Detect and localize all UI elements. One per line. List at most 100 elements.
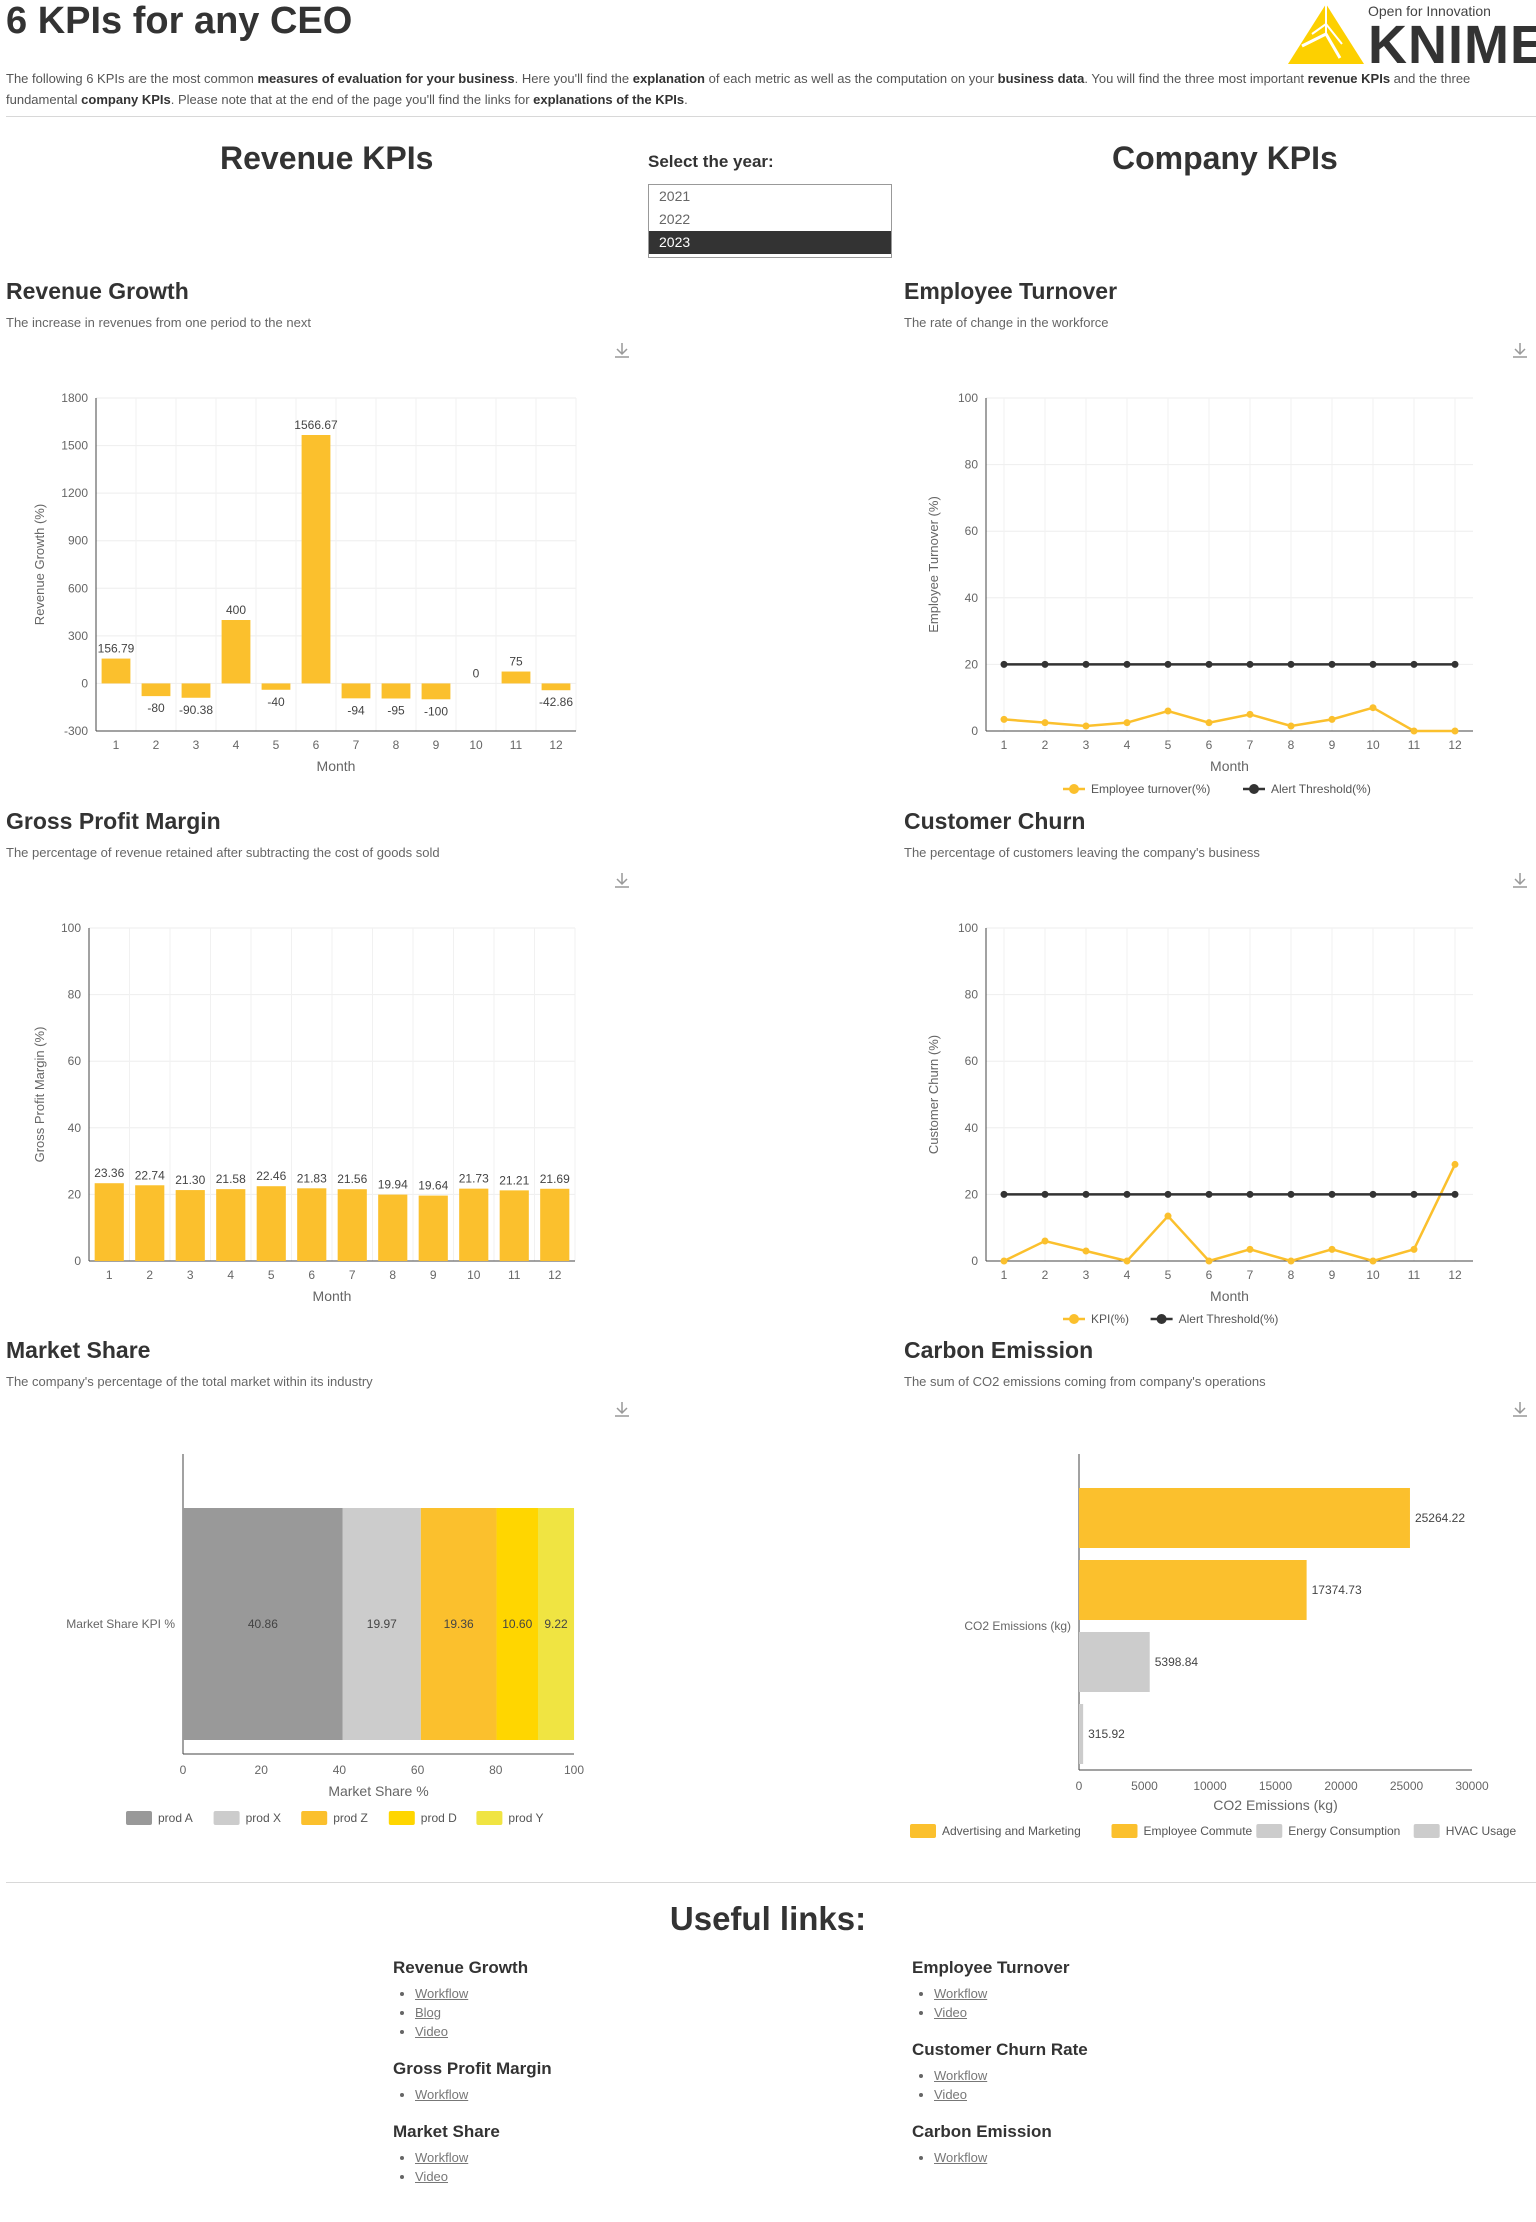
x-tick-label: 10 xyxy=(469,738,483,752)
data-point xyxy=(1164,660,1172,668)
x-tick-label: 2 xyxy=(1042,738,1049,752)
employee-turnover-title: Employee Turnover xyxy=(904,278,1118,304)
links-column-right: Employee TurnoverWorkflowVideoCustomer C… xyxy=(912,1958,1232,2185)
y-tick-label: 100 xyxy=(61,921,81,935)
x-tick-label: 1 xyxy=(106,1268,113,1282)
download-icon[interactable] xyxy=(1510,340,1530,360)
data-point xyxy=(1410,660,1418,668)
link-workflow[interactable]: Workflow xyxy=(934,2150,988,2165)
market-share-chart: 40.86 19.97 19.36 10.60 9.22 Market Share KPI… xyxy=(66,1454,584,1825)
data-point xyxy=(1246,660,1254,668)
download-icon[interactable] xyxy=(612,1399,632,1419)
data-point xyxy=(1287,1257,1295,1265)
x-tick-label: 11 xyxy=(1408,738,1421,752)
stacked-segment xyxy=(342,1508,421,1740)
link-video[interactable]: Video xyxy=(934,2005,968,2020)
y-tick-label: 60 xyxy=(68,1054,82,1068)
legend-label: prod X xyxy=(246,1811,281,1825)
link-group: Revenue Growth Workflow Blog Video xyxy=(393,1958,713,2041)
link-video[interactable]: Video xyxy=(934,2087,968,2102)
link-workflow[interactable]: Workflow xyxy=(415,1986,469,2001)
legend-label: Energy Consumption xyxy=(1288,1824,1400,1838)
x-tick-label: 80 xyxy=(489,1763,503,1777)
bar xyxy=(297,1188,327,1261)
data-label: 21.69 xyxy=(540,1172,570,1186)
intro-segment: measures of evaluation for your business xyxy=(257,71,515,86)
legend-marker xyxy=(1156,1314,1167,1324)
link-workflow[interactable]: Workflow xyxy=(415,2087,469,2102)
y-tick-label: 0 xyxy=(971,1254,978,1268)
legend-label: Alert Threshold(%) xyxy=(1179,1312,1279,1326)
y-tick-label: 900 xyxy=(68,534,88,548)
link-workflow[interactable]: Workflow xyxy=(934,1986,988,2001)
y-tick-label: CO2 Emissions (kg) xyxy=(964,1619,1071,1633)
y-tick-label: 80 xyxy=(965,988,979,1002)
link-video[interactable]: Video xyxy=(415,2169,449,2184)
knime-triangle-icon xyxy=(1288,4,1364,64)
x-tick-label: 1 xyxy=(113,738,120,752)
link-group-title: Carbon Emission xyxy=(912,2122,1052,2141)
year-option-2022[interactable]: 2022 xyxy=(659,211,691,227)
data-label: 17374.73 xyxy=(1312,1583,1362,1597)
bar xyxy=(337,1189,367,1261)
y-tick-label: -300 xyxy=(64,724,88,738)
link-workflow[interactable]: Workflow xyxy=(934,2068,988,2083)
link-list-item: Video xyxy=(415,2022,713,2041)
data-label: 5398.84 xyxy=(1155,1655,1199,1669)
x-axis-label: CO2 Emissions (kg) xyxy=(1213,1797,1337,1813)
intro-paragraph: The following 6 KPIs are the most common… xyxy=(6,68,1526,110)
data-point xyxy=(1451,727,1459,735)
x-tick-label: 20 xyxy=(255,1763,269,1777)
x-tick-label: 2 xyxy=(146,1268,153,1282)
x-tick-label: 5 xyxy=(1165,738,1172,752)
x-tick-label: 2 xyxy=(1042,1268,1049,1282)
link-list: Workflow Blog Video xyxy=(393,1984,713,2041)
x-tick-label: 3 xyxy=(193,738,200,752)
data-label: 19.94 xyxy=(378,1178,408,1192)
x-tick-label: 9 xyxy=(1329,1268,1336,1282)
download-icon[interactable] xyxy=(1510,870,1530,890)
link-workflow[interactable]: Workflow xyxy=(415,2150,469,2165)
year-select[interactable]: 2021 2022 2023 xyxy=(648,184,892,258)
customer-churn-desc: The percentage of customers leaving the … xyxy=(904,845,1260,860)
market-share-title: Market Share xyxy=(6,1337,151,1363)
data-label: 21.21 xyxy=(499,1173,529,1187)
year-option-2021[interactable]: 2021 xyxy=(659,188,691,204)
series-line-0 xyxy=(1003,706,1455,733)
data-point xyxy=(1369,1190,1377,1198)
link-video[interactable]: Video xyxy=(415,2024,449,2039)
link-blog[interactable]: Blog xyxy=(415,2005,442,2020)
x-tick-label: 0 xyxy=(180,1763,187,1777)
download-icon[interactable] xyxy=(612,870,632,890)
market-share-desc: The company's percentage of the total ma… xyxy=(6,1374,373,1389)
data-point xyxy=(1369,660,1377,668)
y-tick-label: 60 xyxy=(965,524,979,538)
y-tick-label: 300 xyxy=(68,629,88,643)
legend-label: Employee turnover(%) xyxy=(1091,782,1210,796)
link-list-item: Workflow xyxy=(415,1984,713,2003)
x-axis-label: Month xyxy=(313,1288,352,1304)
year-option-2023[interactable]: 2023 xyxy=(649,231,891,254)
data-label: 315.92 xyxy=(1088,1727,1125,1741)
x-tick-label: 6 xyxy=(313,738,320,752)
data-point xyxy=(1000,660,1008,668)
link-group: Market Share Workflow Video xyxy=(393,2122,713,2186)
data-point xyxy=(1082,1190,1090,1198)
download-icon[interactable] xyxy=(612,340,632,360)
bar xyxy=(1079,1704,1084,1764)
link-list-item: Workflow xyxy=(934,1984,1232,2003)
x-axis-label: Month xyxy=(1210,1288,1249,1304)
link-group: Carbon Emission Workflow xyxy=(912,2122,1232,2167)
x-tick-label: 6 xyxy=(1206,738,1213,752)
data-point xyxy=(1205,1190,1213,1198)
y-tick-label: 40 xyxy=(965,591,979,605)
x-axis-label: Month xyxy=(317,758,356,774)
download-icon[interactable] xyxy=(1510,1399,1530,1419)
y-tick-label: 80 xyxy=(965,458,979,472)
x-tick-label: 4 xyxy=(1124,1268,1131,1282)
x-tick-label: 11 xyxy=(1408,1268,1421,1282)
year-select-label: Select the year: xyxy=(648,152,774,171)
x-tick-label: 8 xyxy=(389,1268,396,1282)
x-tick-label: 40 xyxy=(333,1763,347,1777)
intro-segment: . xyxy=(684,92,688,107)
